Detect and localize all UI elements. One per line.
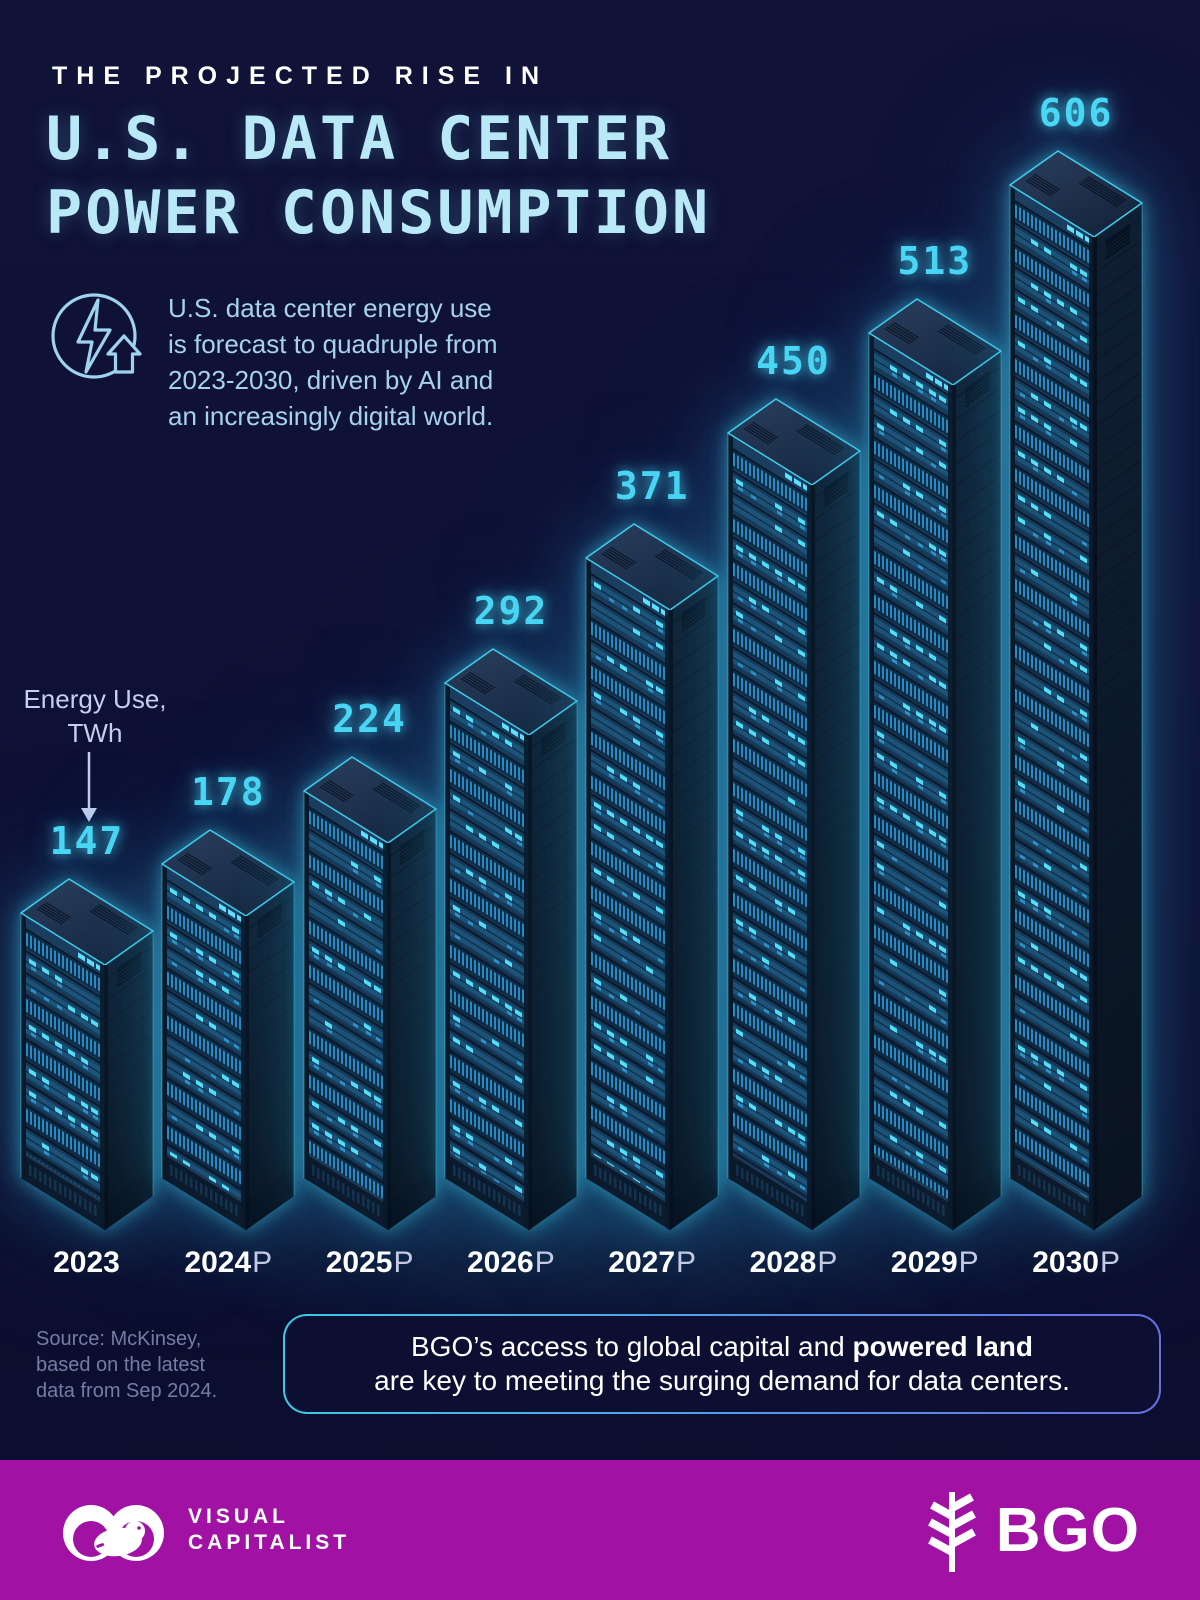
- visual-capitalist-logo: VISUAL CAPITALIST: [60, 1484, 350, 1576]
- bar-value-label: 371: [614, 464, 690, 508]
- server-rack-bar-2030P: [1009, 150, 1143, 1235]
- source-line: Source: McKinsey,: [36, 1328, 202, 1350]
- wheat-branch-icon: [927, 1492, 976, 1572]
- visual-capitalist-binoculars-icon: [63, 1505, 164, 1561]
- server-rack-bar-2027P: [585, 523, 719, 1235]
- lightning-bolt-up-arrow-circle-icon: [48, 288, 148, 393]
- x-axis-tick-label: 2024P: [184, 1246, 273, 1279]
- bar-value-label: 224: [332, 697, 407, 741]
- callout-box: BGO’s access to global capital and power…: [283, 1314, 1161, 1414]
- callout-line2: are key to meeting the surging demand fo…: [374, 1365, 1070, 1396]
- vc-wordmark-line1: VISUAL: [188, 1505, 290, 1528]
- server-rack-bar-2024P: [161, 829, 296, 1235]
- bgo-wordmark: BGO: [995, 1495, 1140, 1565]
- bar-value-label: 178: [190, 770, 266, 814]
- callout-line1: BGO’s access to global capital and: [411, 1331, 853, 1362]
- bar-value-label: 292: [473, 589, 549, 633]
- x-axis-tick-label: 2023: [53, 1246, 120, 1279]
- server-rack-bar-2026P: [444, 648, 578, 1235]
- x-axis-tick-label: 2028P: [749, 1246, 838, 1279]
- subtitle-paragraph: U.S. data center energy use is forecast …: [168, 290, 638, 434]
- callout-text: BGO’s access to global capital and power…: [374, 1330, 1070, 1398]
- subtitle-line: is forecast to quadruple from: [168, 329, 498, 359]
- source-line: based on the latest: [36, 1354, 206, 1376]
- down-arrow-icon: [79, 752, 99, 829]
- footer-bar: VISUAL CAPITALIST BGO: [0, 1460, 1200, 1600]
- server-rack-bar-2025P: [302, 756, 437, 1235]
- eyebrow-title: THE PROJECTED RISE IN: [52, 62, 548, 90]
- server-rack-bar-2029P: [867, 298, 1002, 1235]
- bar-value-label: 450: [756, 339, 831, 383]
- callout-bold-phrase: powered land: [852, 1331, 1033, 1362]
- bar-value-label: 147: [49, 819, 125, 863]
- subtitle-line: an increasingly digital world.: [168, 401, 494, 431]
- x-axis-tick-label: 2027P: [608, 1246, 697, 1279]
- y-axis-label-line2: TWh: [67, 718, 123, 748]
- server-rack-bar-2023: [20, 878, 154, 1235]
- bgo-logo: BGO: [924, 1486, 1140, 1574]
- server-rack-bar-2028P: [726, 398, 861, 1235]
- bar-value-label: 513: [897, 239, 973, 283]
- x-axis-tick-label: 2026P: [467, 1246, 555, 1279]
- source-line: data from Sep 2024.: [36, 1380, 218, 1402]
- page-title-line2: POWER CONSUMPTION: [46, 178, 712, 248]
- bar-value-label: 606: [1038, 91, 1114, 135]
- x-axis-tick-label: 2025P: [325, 1246, 414, 1279]
- x-axis-tick-label: 2029P: [890, 1246, 979, 1279]
- source-note: Source: McKinsey, based on the latest da…: [36, 1326, 217, 1404]
- x-axis-tick-label: 2030P: [1032, 1246, 1120, 1279]
- page-title-line1: U.S. DATA CENTER: [46, 104, 672, 174]
- subtitle-line: 2023-2030, driven by AI and: [168, 365, 494, 395]
- y-axis-label-line1: Energy Use,: [23, 684, 167, 714]
- y-axis-label: Energy Use, TWh: [10, 682, 180, 750]
- vc-wordmark-line2: CAPITALIST: [188, 1531, 351, 1554]
- subtitle-line: U.S. data center energy use: [168, 293, 492, 323]
- visual-capitalist-wordmark: VISUAL CAPITALIST: [188, 1504, 350, 1556]
